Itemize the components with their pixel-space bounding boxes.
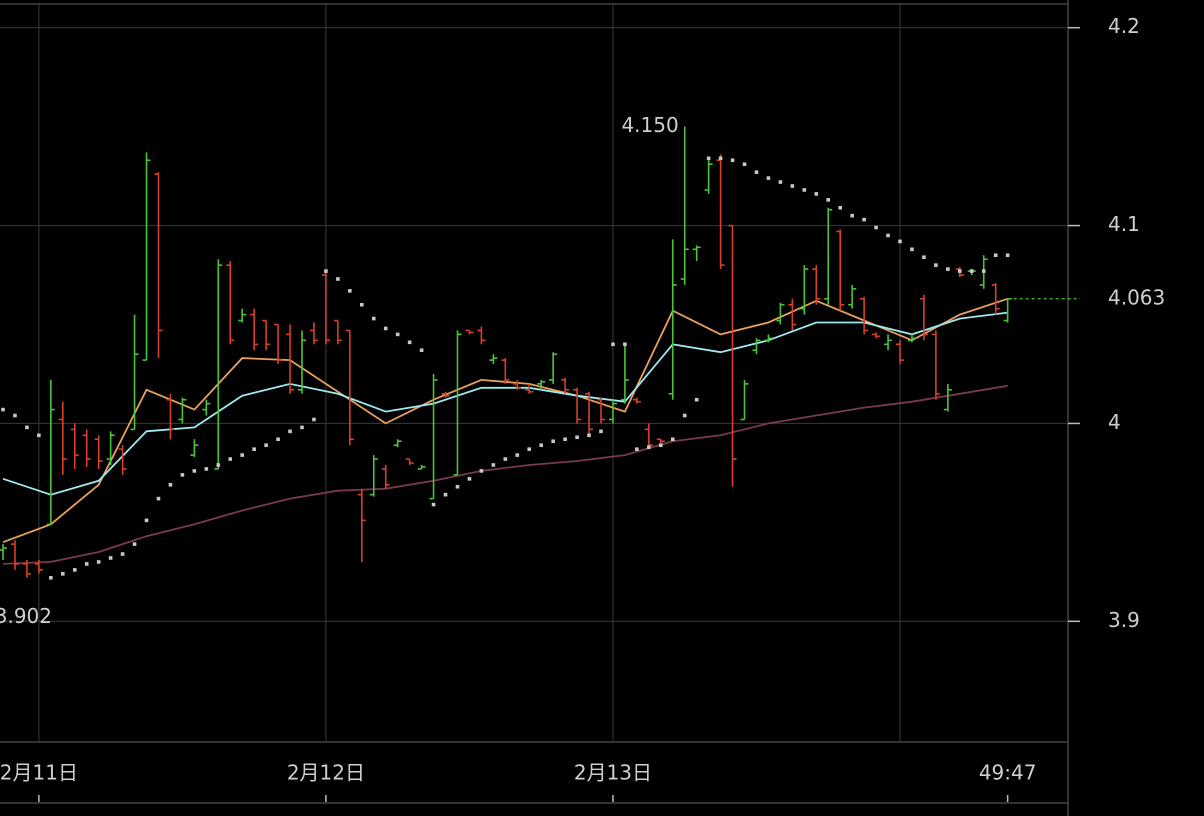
sar-dot xyxy=(108,556,113,560)
sar-dot xyxy=(252,447,256,451)
sar-dot xyxy=(132,542,137,546)
sar-dot xyxy=(670,437,675,442)
moving-average-line xyxy=(2,297,1008,544)
sar-dot xyxy=(72,568,77,572)
sar-dot xyxy=(527,447,532,451)
sar-dot xyxy=(240,453,244,457)
sar-dot xyxy=(958,269,962,273)
y-tick-label: 4.2 xyxy=(1108,14,1140,38)
sar-dot xyxy=(647,445,651,449)
sar-dot xyxy=(336,277,340,281)
sar-dot xyxy=(934,263,938,267)
sar-dot xyxy=(814,192,819,196)
sar-dot xyxy=(539,443,543,447)
sar-dot xyxy=(25,425,29,430)
sar-dot xyxy=(276,437,280,442)
sar-dot xyxy=(371,316,376,321)
sar-dot xyxy=(467,477,472,481)
sar-dot xyxy=(455,484,460,489)
sar-dot xyxy=(718,156,723,161)
sar-dot xyxy=(838,205,842,210)
sar-dot xyxy=(826,198,831,202)
sar-dot xyxy=(407,340,412,345)
sar-dot xyxy=(503,457,508,461)
sar-dot xyxy=(898,239,902,244)
sar-dot xyxy=(599,429,603,434)
sar-dot xyxy=(360,302,364,307)
x-tick-label: 49:47 xyxy=(979,761,1037,785)
sar-dot xyxy=(778,180,783,184)
sar-dot xyxy=(946,267,950,271)
sar-dot xyxy=(37,433,41,438)
sar-dot xyxy=(682,413,687,418)
max-label: 4.150 xyxy=(621,113,678,137)
sar-dot xyxy=(443,492,448,497)
sar-dot xyxy=(862,217,866,222)
sar-dot xyxy=(96,560,101,564)
sar-dot xyxy=(180,473,185,477)
sar-dot xyxy=(802,188,807,192)
sar-dot xyxy=(611,342,615,347)
sar-dot xyxy=(981,269,986,273)
sar-dot xyxy=(156,496,161,501)
x-tick-label: 2月12日 xyxy=(287,761,365,785)
x-tick-label: 2月11日 xyxy=(0,761,78,785)
sar-dot xyxy=(790,184,795,188)
sar-dot xyxy=(49,575,53,580)
sar-dot xyxy=(730,158,735,163)
y-tick-label: 3.9 xyxy=(1108,608,1140,632)
moving-average-line xyxy=(2,384,1008,565)
sar-dot xyxy=(324,269,328,273)
y-tick-label: 4 xyxy=(1108,410,1121,434)
x-tick-label: 2月13日 xyxy=(574,761,652,785)
sar-dot xyxy=(228,457,233,461)
sar-dot xyxy=(635,447,639,451)
sar-dot xyxy=(886,233,890,238)
sar-dot xyxy=(479,469,484,473)
last-price-label: 4.063 xyxy=(1108,285,1165,309)
sar-dot xyxy=(575,435,579,440)
sar-dot xyxy=(431,502,436,507)
sar-dot xyxy=(1,407,5,412)
sar-dot xyxy=(348,289,352,293)
min-label: 3.902 xyxy=(0,604,52,628)
sar-dot xyxy=(84,562,89,566)
sar-dot xyxy=(910,247,914,252)
sar-dot xyxy=(216,463,221,467)
sar-dot xyxy=(120,552,125,556)
sar-dot xyxy=(706,156,711,161)
sar-dot xyxy=(288,429,292,434)
sar-dot xyxy=(264,443,268,447)
sar-dot xyxy=(491,463,496,467)
sar-dot xyxy=(144,518,149,523)
sar-dot xyxy=(969,269,974,273)
sar-dot xyxy=(551,439,555,444)
sar-dot xyxy=(312,417,316,422)
sar-dot xyxy=(742,162,747,167)
sar-dot xyxy=(204,467,209,471)
sar-dot xyxy=(993,253,998,258)
sar-dot xyxy=(395,332,400,337)
sar-dot xyxy=(850,213,854,218)
sar-dot xyxy=(1005,253,1010,258)
sar-dot xyxy=(419,348,424,353)
sar-dot xyxy=(563,437,567,442)
sar-dot xyxy=(587,433,591,438)
sar-dot xyxy=(168,482,173,487)
sar-dot xyxy=(383,326,388,331)
sar-dot xyxy=(922,255,926,260)
sar-dot xyxy=(61,572,65,576)
sar-dot xyxy=(623,342,627,347)
sar-dot xyxy=(300,425,304,430)
sar-dot xyxy=(13,413,17,418)
sar-dot xyxy=(515,453,520,457)
sar-dot xyxy=(192,469,197,473)
sar-dot xyxy=(754,170,759,174)
sar-dot xyxy=(659,443,663,447)
sar-dot xyxy=(874,225,878,230)
sar-dot xyxy=(766,176,771,180)
y-tick-label: 4.1 xyxy=(1108,212,1140,236)
sar-dot xyxy=(694,397,699,402)
